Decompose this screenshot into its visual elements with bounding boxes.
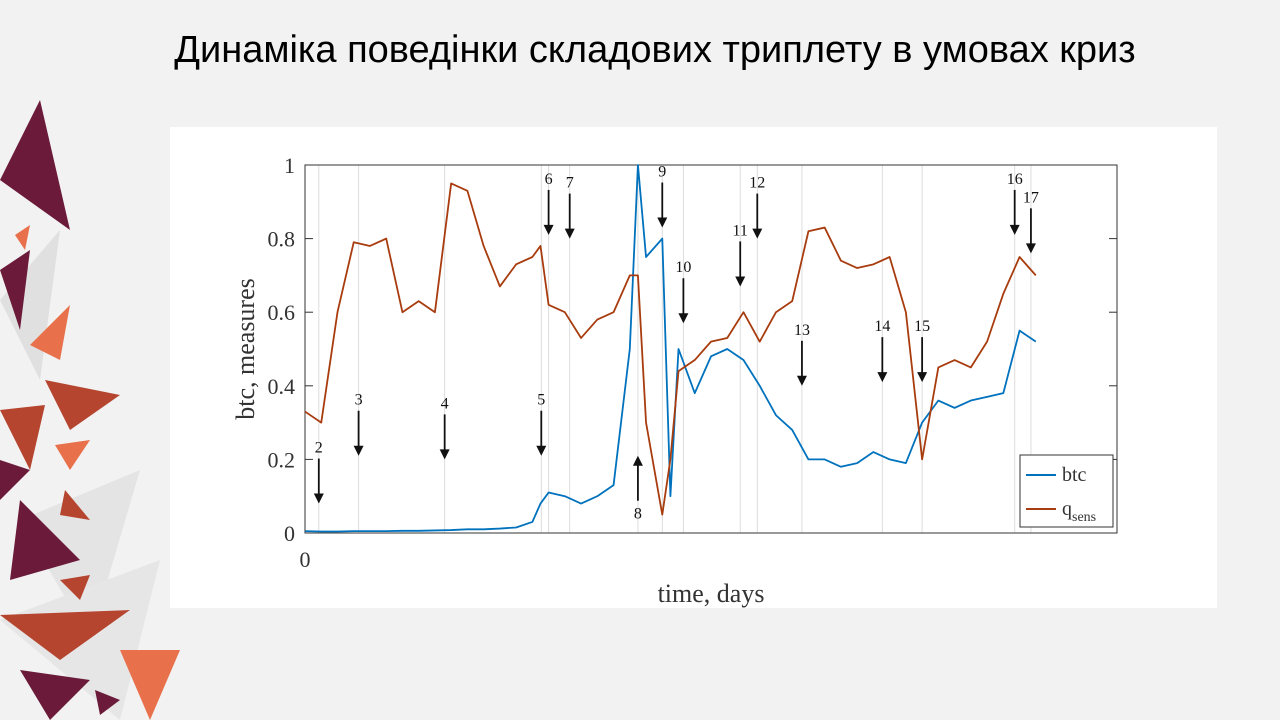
- annotation-label: 12: [749, 175, 765, 192]
- legend-label: qsens: [1062, 498, 1096, 525]
- y-tick-label: 0.8: [268, 227, 296, 252]
- annotation-arrowhead: [536, 445, 547, 456]
- legend-name: btc: [1062, 464, 1087, 486]
- annotation-arrowhead: [678, 313, 689, 324]
- annotation-arrowhead: [353, 445, 364, 456]
- chart-panel: [170, 127, 1217, 608]
- annotation-label: 10: [675, 259, 691, 276]
- annotation-label: 7: [566, 175, 574, 192]
- y-tick-label: 0: [284, 521, 295, 546]
- y-tick-label: 0.2: [268, 447, 296, 472]
- annotation-label: 8: [634, 506, 642, 523]
- y-axis-label: btc, measures: [231, 278, 260, 420]
- y-tick-label: 0.4: [268, 374, 296, 399]
- annotation-arrowhead: [752, 228, 763, 239]
- annotation-arrowhead: [735, 276, 746, 287]
- annotation-label: 9: [658, 164, 666, 181]
- annotation-arrowhead: [1025, 243, 1036, 254]
- annotation-label: 14: [874, 318, 890, 335]
- y-tick-label: 0.6: [268, 300, 296, 325]
- annotation-label: 17: [1023, 189, 1039, 206]
- annotation-arrowhead: [313, 493, 324, 504]
- annotation-label: 16: [1007, 171, 1023, 188]
- annotation-arrowhead: [543, 224, 554, 235]
- annotation-arrowhead: [917, 372, 928, 383]
- decoration: [0, 100, 180, 720]
- annotation-arrowhead: [1009, 224, 1020, 235]
- y-tick-label: 1: [284, 153, 295, 178]
- annotation-label: 3: [355, 392, 363, 409]
- annotation-label: 5: [537, 392, 545, 409]
- legend-name: q: [1062, 498, 1072, 520]
- annotation-arrowhead: [877, 372, 888, 383]
- legend-label: btc: [1062, 464, 1087, 486]
- annotation-arrowhead: [796, 375, 807, 386]
- annotation-label: 6: [545, 171, 553, 188]
- annotation-label: 11: [733, 222, 748, 239]
- x-tick-label: 0: [300, 547, 311, 572]
- annotation-label: 2: [315, 440, 323, 457]
- slide-title: Динаміка поведінки складових триплету в …: [174, 29, 1135, 71]
- annotation-label: 13: [794, 322, 810, 339]
- legend-box: [1019, 454, 1114, 528]
- x-axis-label: time, days: [658, 579, 765, 608]
- axes-box: [304, 164, 1118, 534]
- annotation-arrowhead: [632, 455, 643, 466]
- series-line: [304, 164, 1037, 533]
- annotation-arrowhead: [439, 449, 450, 460]
- series-line: [304, 182, 1037, 516]
- annotation-label: 4: [441, 395, 449, 412]
- annotation-label: 15: [914, 318, 930, 335]
- annotation-arrowhead: [657, 217, 668, 228]
- annotation-arrowhead: [564, 228, 575, 239]
- legend-subscript: sens: [1072, 510, 1096, 525]
